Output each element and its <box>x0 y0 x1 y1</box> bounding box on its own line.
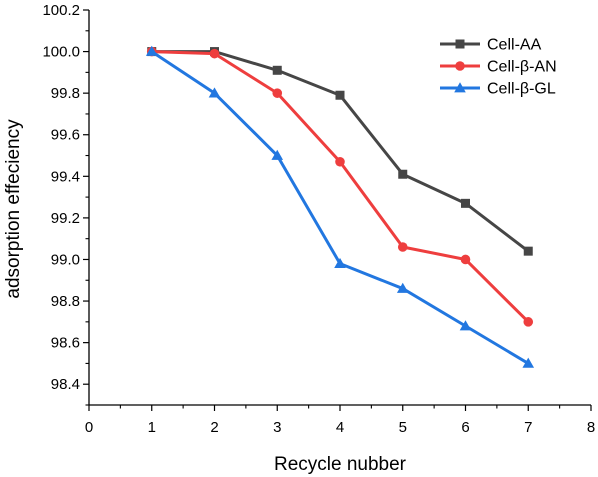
y-tick-label: 98.8 <box>51 293 80 310</box>
legend-item: Cell-β-GL <box>440 81 556 98</box>
series-layer <box>145 45 535 368</box>
x-axis-title: Recycle nubber <box>274 454 407 475</box>
axes: 0 1 2 3 4 5 6 7 8 98.4 98.6 98.8 99.0 99.2 99.4 99.6 99.… <box>42 2 595 436</box>
y-axis-title: adsorption effeciency <box>3 119 24 299</box>
series-0 <box>147 47 533 256</box>
legend-label: Cell-AA <box>487 37 542 54</box>
data-point <box>335 156 345 167</box>
legend-swatch-marker <box>454 82 466 93</box>
x-tick-label: 0 <box>85 419 93 436</box>
legend-swatch-marker <box>455 61 465 71</box>
legend-swatch-marker <box>455 39 465 49</box>
data-point <box>522 357 535 368</box>
y-tick-label: 100.2 <box>42 2 80 19</box>
y-tick-label: 98.4 <box>51 376 80 393</box>
data-point <box>209 48 220 59</box>
data-point <box>523 246 533 256</box>
data-point <box>208 87 221 98</box>
x-tick-label: 6 <box>461 419 469 436</box>
x-tick-label: 3 <box>273 419 281 436</box>
legend-item: Cell-β-AN <box>440 59 557 76</box>
y-tick-label: 99.8 <box>51 85 80 102</box>
data-point <box>398 169 408 179</box>
data-point <box>145 45 158 56</box>
x-tick-label: 7 <box>524 419 532 436</box>
x-tick-label: 5 <box>399 419 407 436</box>
data-point <box>461 198 470 208</box>
data-point <box>397 242 408 252</box>
x-tick-label: 8 <box>587 419 595 436</box>
y-tick-label: 99.6 <box>51 127 80 144</box>
series-2 <box>145 45 535 368</box>
legend-label: Cell-β-AN <box>487 59 557 76</box>
x-tick-label: 2 <box>210 419 218 436</box>
data-point <box>396 282 409 293</box>
y-tick-label: 99.2 <box>51 210 80 227</box>
x-tick-label: 4 <box>336 419 344 436</box>
data-point <box>460 254 471 265</box>
data-point <box>335 90 345 100</box>
y-tick-label: 99.4 <box>51 168 80 185</box>
data-point <box>334 257 346 268</box>
legend-item: Cell-AA <box>440 37 542 54</box>
x-tick-label: 1 <box>148 419 156 436</box>
legend-label: Cell-β-GL <box>487 81 556 98</box>
data-point <box>272 88 283 98</box>
data-point <box>523 317 534 327</box>
data-point <box>271 149 284 160</box>
legend: Cell-AA Cell-β-AN Cell-β-GL <box>440 37 557 98</box>
y-tick-label: 100.0 <box>42 44 80 61</box>
data-point <box>272 65 282 75</box>
y-tick-label: 98.6 <box>51 335 80 352</box>
y-tick-label: 99.0 <box>51 251 80 268</box>
series-line <box>151 50 530 253</box>
data-point <box>459 320 472 331</box>
